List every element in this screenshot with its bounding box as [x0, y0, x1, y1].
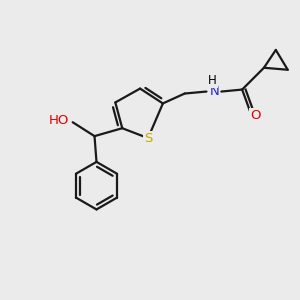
Text: O: O	[250, 109, 260, 122]
Text: HO: HO	[48, 114, 69, 127]
Text: S: S	[144, 132, 152, 145]
Text: H: H	[208, 74, 217, 87]
Text: N: N	[209, 85, 219, 98]
